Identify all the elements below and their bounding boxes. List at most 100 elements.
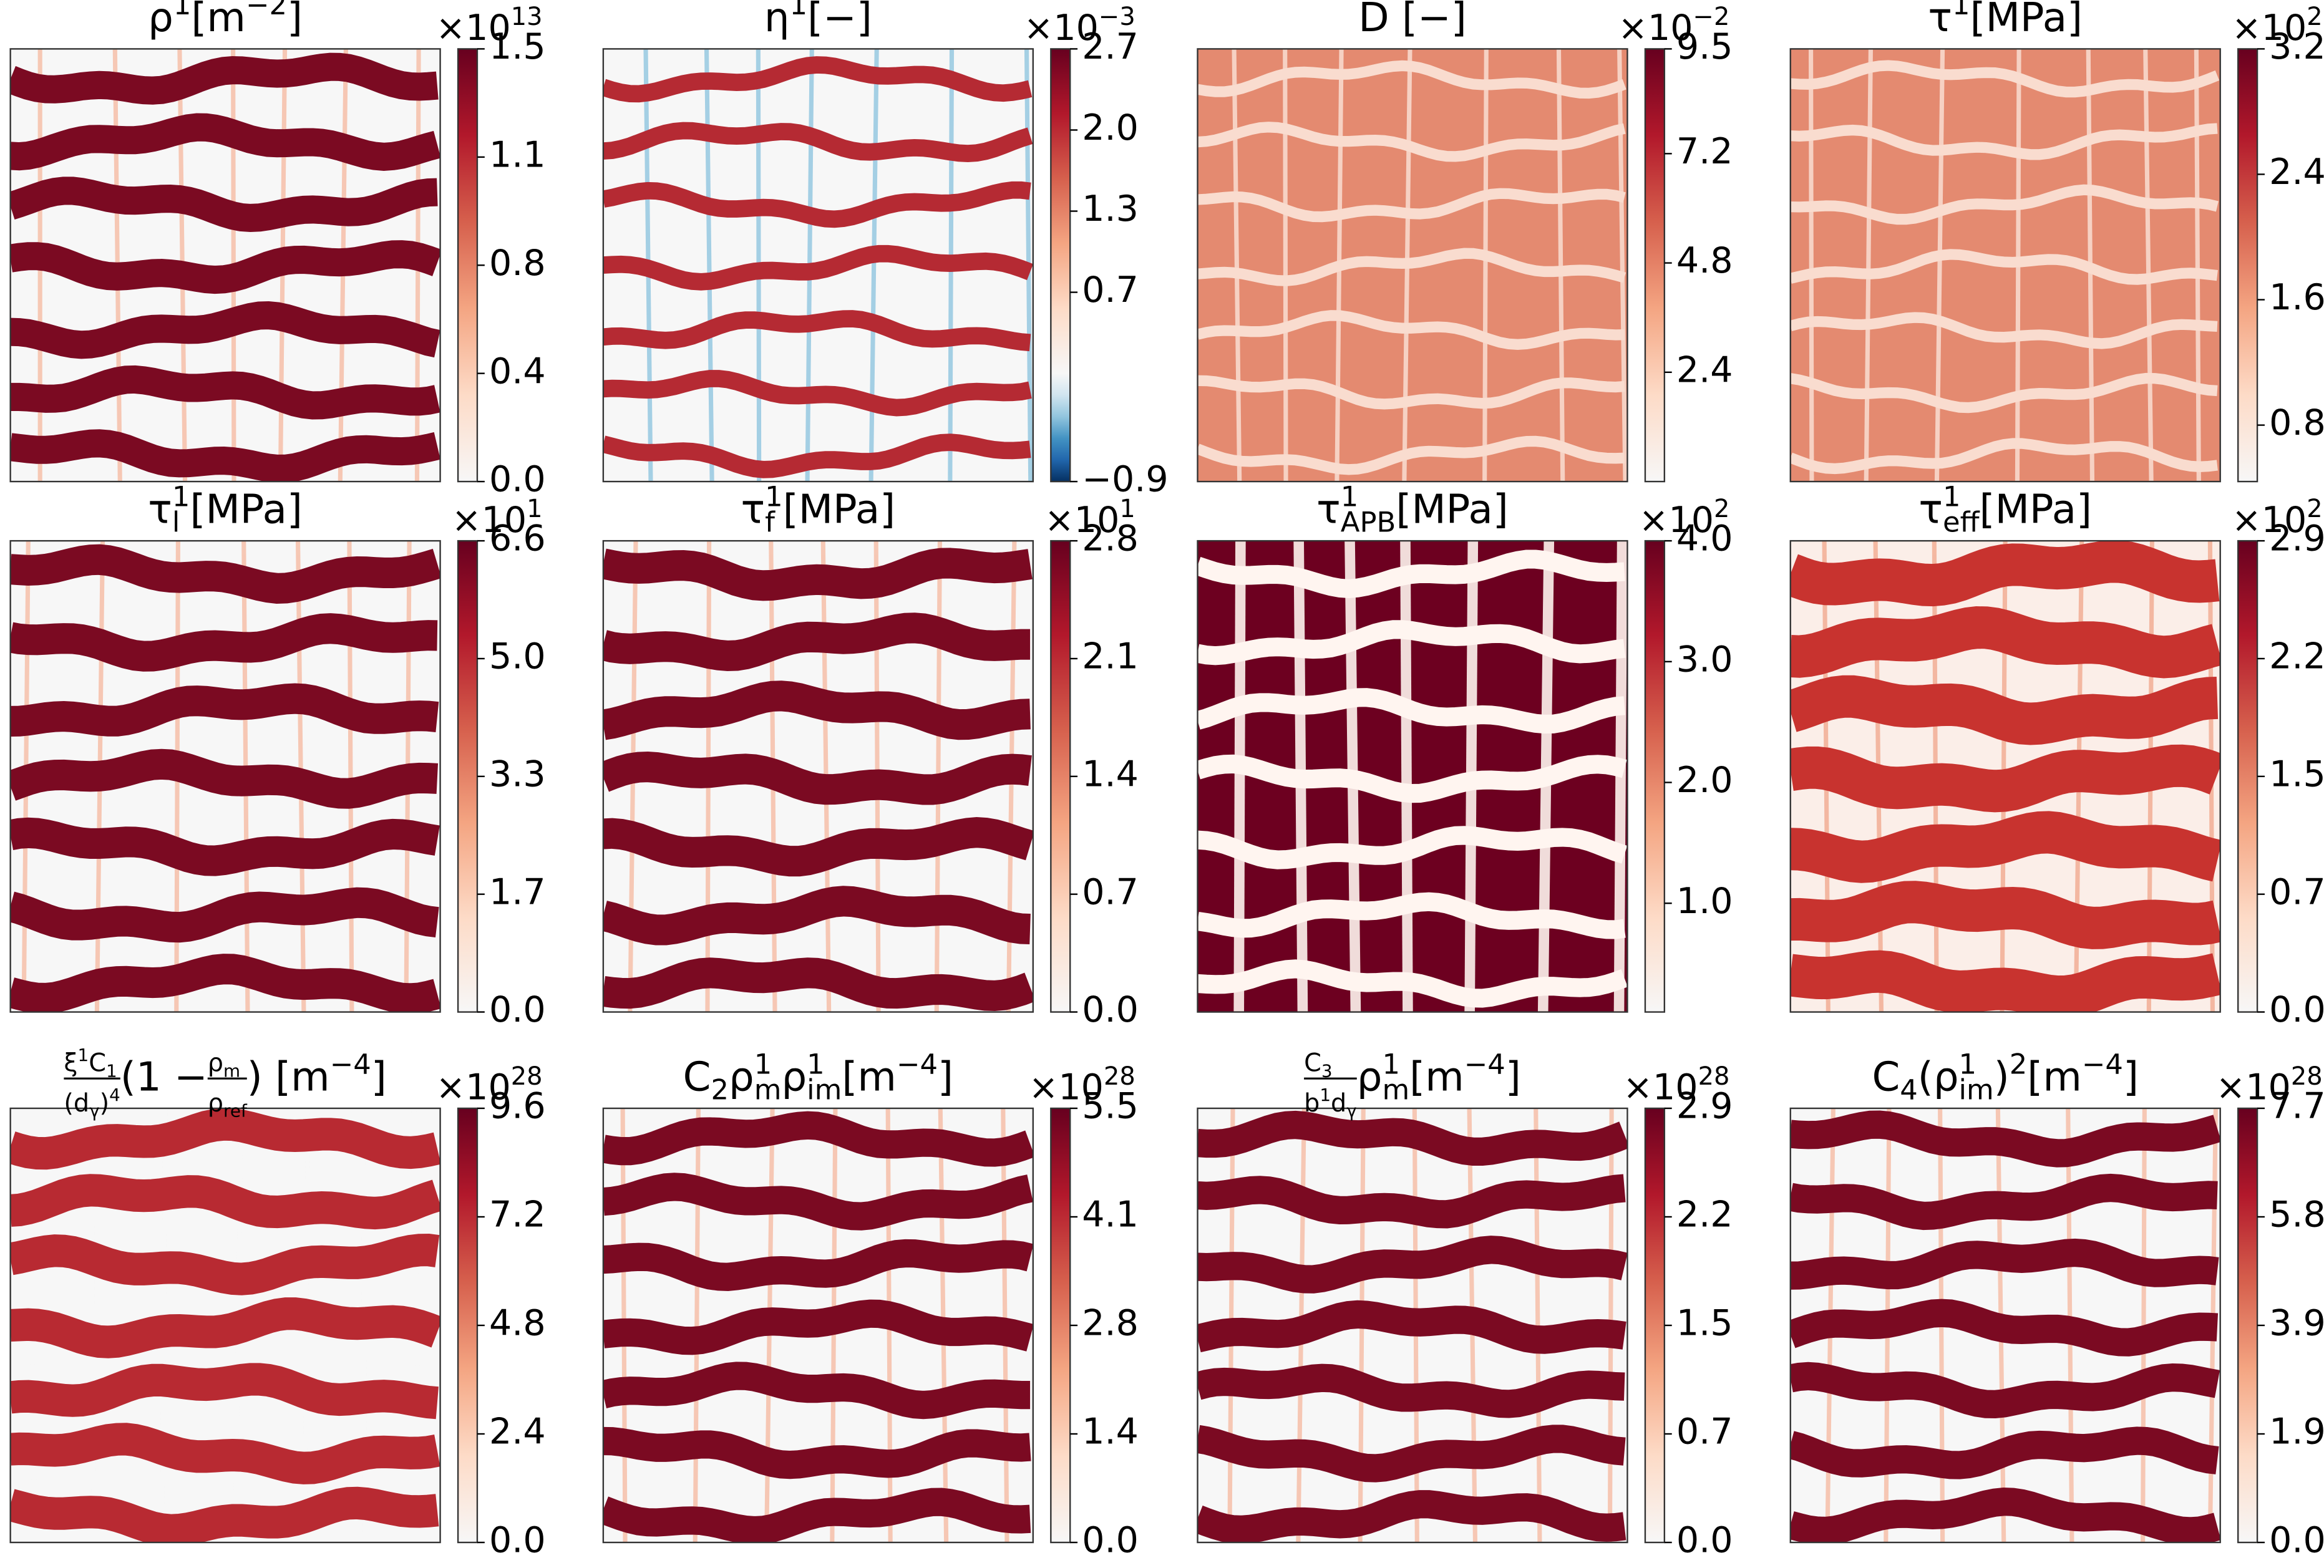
colorbar-offset: ×10 28 (1623, 1062, 1729, 1108)
title-part: APB (1341, 506, 1396, 539)
field-band (10, 1108, 440, 1170)
title-part: ×10 (1618, 7, 1693, 49)
title-part: 4 (109, 1085, 120, 1105)
field-band (1197, 248, 1626, 286)
colorbar-tick-label: 7.2 (1676, 131, 1733, 172)
title-part: 1 (1382, 1048, 1400, 1081)
plot-frame (602, 1107, 1034, 1544)
title-part: ρ (729, 1053, 754, 1100)
colorbar-tick-label: 0.4 (489, 351, 546, 392)
title-part: −4 (1464, 1048, 1505, 1081)
field-band (1197, 959, 1628, 1008)
colorbar-offset: ×10 2 (1639, 495, 1730, 541)
field-streak (1400, 541, 1413, 1012)
colorbar-tick-label: 3.3 (489, 753, 546, 795)
field-band (1197, 1110, 1628, 1166)
colorbar (2237, 540, 2258, 1013)
colorbar-tick-label: 0.0 (1676, 1520, 1733, 1561)
title-part: [m (842, 1053, 896, 1100)
colorbar-tick-label: 4.8 (489, 1303, 546, 1344)
title-part: [MPa] (190, 486, 302, 533)
title-part: 1 (807, 1048, 825, 1081)
colorbar-offset: ×10 13 (435, 2, 542, 49)
title-part: ρ (208, 1089, 223, 1118)
title-part: f (765, 506, 775, 539)
title-part: −2 (1693, 2, 1730, 31)
field-band (603, 433, 1031, 478)
title-part: 2 (1714, 495, 1729, 523)
title-part: −4 (2082, 1048, 2123, 1081)
title-part: 1 (173, 0, 192, 21)
colorbar-offset: ×10 1 (1044, 495, 1135, 541)
colorbar-tick-label: 5.8 (2269, 1194, 2324, 1236)
title-part: ) (100, 1089, 110, 1118)
plot-frame (1789, 1107, 2221, 1544)
title-part: 1 (78, 1045, 89, 1065)
colorbar-tick-label: 2.8 (1082, 518, 1139, 559)
field-streak (1934, 49, 1945, 482)
field-band (1197, 375, 1625, 410)
colorbar-tick-label: 6.6 (489, 518, 546, 559)
title-part: b (1304, 1089, 1320, 1118)
title-part: 4 (1900, 1073, 1918, 1106)
colorbar-tick-label: 2.4 (489, 1411, 546, 1453)
field-band (603, 1362, 1031, 1420)
colorbar-tick-label: 9.5 (1676, 26, 1733, 67)
colorbar-tick-label: 4.0 (1676, 518, 1733, 559)
field-band (1197, 549, 1625, 598)
colorbar-offset: ×10 −3 (1024, 2, 1135, 49)
heatmap (603, 541, 1033, 1012)
field-band (10, 887, 439, 943)
heatmap (603, 1108, 1033, 1543)
title-part: τ (1316, 486, 1341, 533)
title-part: l (172, 506, 180, 539)
colorbar-tick-label: 2.9 (2269, 518, 2324, 559)
field-band (1197, 1300, 1626, 1354)
field-band (603, 612, 1031, 672)
title-part: −3 (1099, 2, 1135, 31)
title-part: (1 − (120, 1053, 208, 1100)
field-band (1197, 1363, 1625, 1418)
field-band (10, 613, 438, 672)
field-band (1197, 892, 1626, 939)
title-part: D [−] (1358, 0, 1467, 41)
title-part: 1 (1119, 495, 1135, 523)
field-streak (1864, 49, 1873, 482)
field-band (1197, 60, 1626, 99)
colorbar-tick-label: 1.9 (2269, 1411, 2324, 1453)
colorbar (457, 540, 479, 1013)
field-band (10, 954, 440, 1012)
field-band (1790, 811, 2220, 883)
colorbar-tick-label: 3.2 (2269, 26, 2324, 67)
title-part: ] (2123, 1053, 2139, 1100)
field-band (1790, 1299, 2219, 1357)
title-part: τ (148, 486, 172, 533)
field-band (1790, 312, 2218, 349)
title-part: eff (1943, 506, 1980, 539)
field-streak (1534, 1108, 1542, 1543)
colorbar (2237, 48, 2258, 483)
field-streak (2194, 49, 2201, 482)
field-band (10, 177, 438, 233)
title-part: d (1331, 1089, 1346, 1118)
plot-frame (9, 540, 441, 1013)
field-band (10, 544, 440, 604)
heatmap (603, 49, 1033, 482)
field-band (603, 886, 1031, 946)
heatmap (10, 1108, 440, 1543)
title-part: ×10 (435, 1067, 510, 1108)
colorbar-tick-label: 1.4 (1082, 753, 1139, 795)
colorbar-tick-label: 0.7 (1676, 1411, 1733, 1453)
title-part: ×10 (1639, 500, 1714, 541)
colorbar-tick-label: 1.1 (489, 134, 546, 175)
title-part: 1 (1320, 1085, 1331, 1105)
field-band (603, 1299, 1033, 1355)
title-part: τ (741, 486, 766, 533)
field-streak (704, 49, 714, 482)
field-band (603, 122, 1033, 163)
field-band (1197, 620, 1626, 665)
plot-frame (602, 48, 1034, 483)
colorbar-tick-label: 2.0 (1082, 107, 1139, 148)
